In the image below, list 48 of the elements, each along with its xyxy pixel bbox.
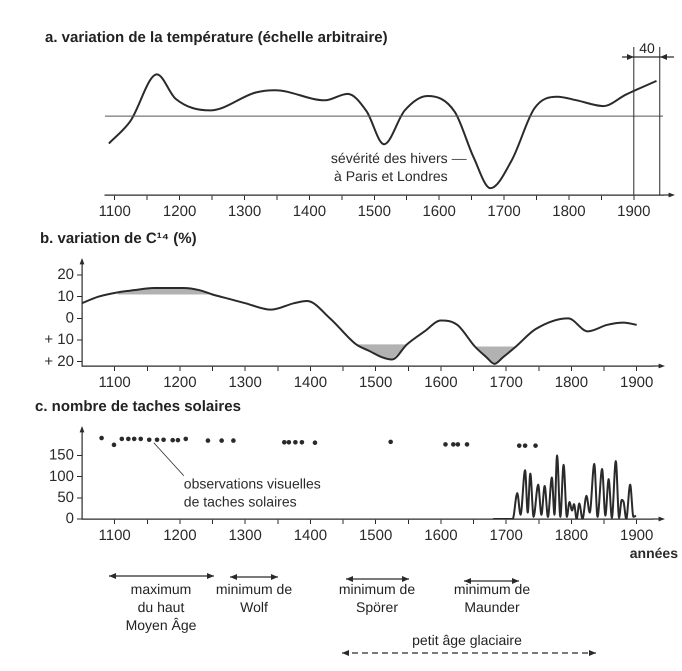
x-tick-label: 1700	[487, 203, 521, 220]
x-tick-label: 1400	[294, 527, 328, 544]
text: minimum de Spörer	[338, 581, 416, 615]
text: petit âge glaciaire	[411, 631, 523, 649]
chart-title: c. nombre de taches solaires	[35, 398, 241, 415]
annotation: observations visuelles de taches solaires	[184, 476, 321, 510]
x-tick-label: 1500	[358, 374, 392, 392]
x-tick-label: 1400	[294, 374, 328, 392]
x-tick-label: 1400	[292, 203, 326, 220]
annotation: sévérité des hivers à Paris et Londres	[330, 150, 448, 184]
x-tick-label: 1200	[163, 374, 197, 392]
x-tick-label: 1800	[552, 203, 586, 220]
x-tick-label: 1600	[422, 203, 456, 220]
chart-title: b. variation de C¹⁴ (%)	[40, 230, 197, 247]
x-tick-label: 1900	[620, 374, 654, 392]
x-tick-label: 1100	[98, 203, 131, 220]
y-tick-label: 50	[57, 488, 74, 506]
x-tick-label: 1300	[228, 527, 262, 544]
x-tick-label: 1100	[98, 374, 131, 392]
text: minimum de Maunder	[454, 581, 530, 615]
text: 40	[638, 39, 656, 57]
x-tick-label: 1100	[98, 527, 131, 544]
y-tick-label: 150	[48, 446, 74, 464]
x-tick-label: 1800	[554, 527, 588, 544]
x-tick-label: 1800	[554, 374, 588, 392]
y-tick-label: + 20	[44, 352, 74, 370]
x-tick-label: 1300	[228, 203, 262, 220]
y-tick-label: 20	[57, 266, 74, 284]
x-tick-label: 1500	[358, 203, 391, 220]
x-tick-label: 1300	[228, 374, 262, 392]
x-axis-title: années	[630, 544, 678, 561]
text: minimum de Wolf	[216, 581, 292, 615]
x-tick-label: 1500	[358, 527, 392, 544]
chart-title: a. variation de la température (échelle arbitraire)	[45, 29, 388, 46]
x-tick-label: 1200	[162, 203, 196, 220]
x-tick-label: 1900	[617, 203, 650, 220]
x-tick-label: 1700	[489, 374, 523, 392]
y-tick-label: + 10	[44, 331, 74, 348]
x-tick-label: 1900	[620, 527, 654, 544]
x-tick-label: 1600	[424, 374, 458, 392]
y-tick-label: 0	[66, 309, 74, 326]
y-tick-label: 0	[66, 510, 74, 528]
text: maximum du haut Moyen Âge	[126, 581, 196, 633]
y-tick-label: 10	[57, 288, 74, 305]
x-tick-label: 1700	[489, 527, 523, 544]
x-tick-label: 1200	[163, 527, 197, 544]
y-tick-label: 100	[48, 468, 74, 485]
x-tick-label: 1600	[424, 527, 458, 544]
